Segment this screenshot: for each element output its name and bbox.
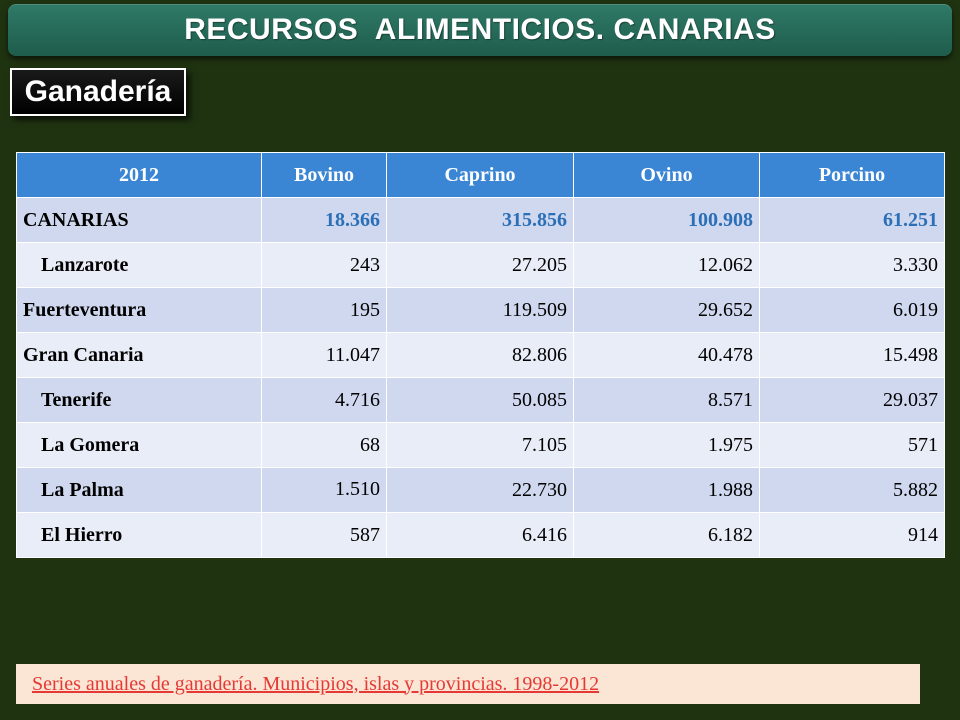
table-row: CANARIAS 18.366 315.856 100.908 61.251 <box>16 197 945 243</box>
cell-porcino: 3.330 <box>759 242 945 288</box>
cell-ovino: 29.652 <box>573 287 760 333</box>
cell-bovino: 11.047 <box>261 332 387 378</box>
source-link[interactable]: Series anuales de ganadería. Municipios,… <box>32 672 600 695</box>
cell-bovino: 4.716 <box>261 377 387 423</box>
table-header-row: 2012 Bovino Caprino Ovino Porcino <box>16 152 945 198</box>
cell-porcino: 29.037 <box>759 377 945 423</box>
cell-bovino: 587 <box>261 512 387 558</box>
column-header-porcino: Porcino <box>759 152 945 198</box>
row-name: El Hierro <box>16 512 262 558</box>
cell-bovino: 243 <box>261 242 387 288</box>
cell-bovino: 68 <box>261 422 387 468</box>
table-row: La Palma 1.510 22.730 1.988 5.882 <box>16 467 945 513</box>
cell-bovino: 195 <box>261 287 387 333</box>
cell-bovino: 18.366 <box>261 197 387 243</box>
livestock-table: 2012 Bovino Caprino Ovino Porcino CANARI… <box>16 152 945 558</box>
cell-caprino: 315.856 <box>386 197 574 243</box>
cell-ovino: 1.975 <box>573 422 760 468</box>
column-header-bovino: Bovino <box>261 152 387 198</box>
table-row: La Gomera 68 7.105 1.975 571 <box>16 422 945 468</box>
cell-caprino: 82.806 <box>386 332 574 378</box>
row-name: Tenerife <box>16 377 262 423</box>
row-name: La Palma <box>16 467 262 513</box>
cell-ovino: 6.182 <box>573 512 760 558</box>
cell-caprino: 7.105 <box>386 422 574 468</box>
cell-porcino: 6.019 <box>759 287 945 333</box>
row-name: Lanzarote <box>16 242 262 288</box>
table-row: Gran Canaria 11.047 82.806 40.478 15.498 <box>16 332 945 378</box>
cell-ovino: 8.571 <box>573 377 760 423</box>
cell-porcino: 914 <box>759 512 945 558</box>
cell-porcino: 5.882 <box>759 467 945 513</box>
table-row: El Hierro 587 6.416 6.182 914 <box>16 512 945 558</box>
cell-caprino: 6.416 <box>386 512 574 558</box>
cell-bovino: 1.510 <box>261 467 387 513</box>
table-row: Tenerife 4.716 50.085 8.571 29.037 <box>16 377 945 423</box>
column-header-ovino: Ovino <box>573 152 760 198</box>
column-header-caprino: Caprino <box>386 152 574 198</box>
cell-ovino: 12.062 <box>573 242 760 288</box>
cell-caprino: 119.509 <box>386 287 574 333</box>
page-title: RECURSOS ALIMENTICIOS. CANARIAS <box>184 13 776 46</box>
source-box: Series anuales de ganadería. Municipios,… <box>16 664 920 704</box>
cell-ovino: 100.908 <box>573 197 760 243</box>
row-name: CANARIAS <box>16 197 262 243</box>
cell-caprino: 22.730 <box>386 467 574 513</box>
row-name: La Gomera <box>16 422 262 468</box>
row-name: Fuerteventura <box>16 287 262 333</box>
table-row: Lanzarote 243 27.205 12.062 3.330 <box>16 242 945 288</box>
cell-porcino: 15.498 <box>759 332 945 378</box>
cell-ovino: 1.988 <box>573 467 760 513</box>
cell-porcino: 571 <box>759 422 945 468</box>
cell-caprino: 50.085 <box>386 377 574 423</box>
title-bar: RECURSOS ALIMENTICIOS. CANARIAS <box>8 4 952 56</box>
cell-porcino: 61.251 <box>759 197 945 243</box>
table-row: Fuerteventura 195 119.509 29.652 6.019 <box>16 287 945 333</box>
column-header-year: 2012 <box>16 152 262 198</box>
section-label-box: Ganadería <box>10 68 186 116</box>
section-label: Ganadería <box>24 75 172 108</box>
cell-caprino: 27.205 <box>386 242 574 288</box>
cell-ovino: 40.478 <box>573 332 760 378</box>
row-name: Gran Canaria <box>16 332 262 378</box>
